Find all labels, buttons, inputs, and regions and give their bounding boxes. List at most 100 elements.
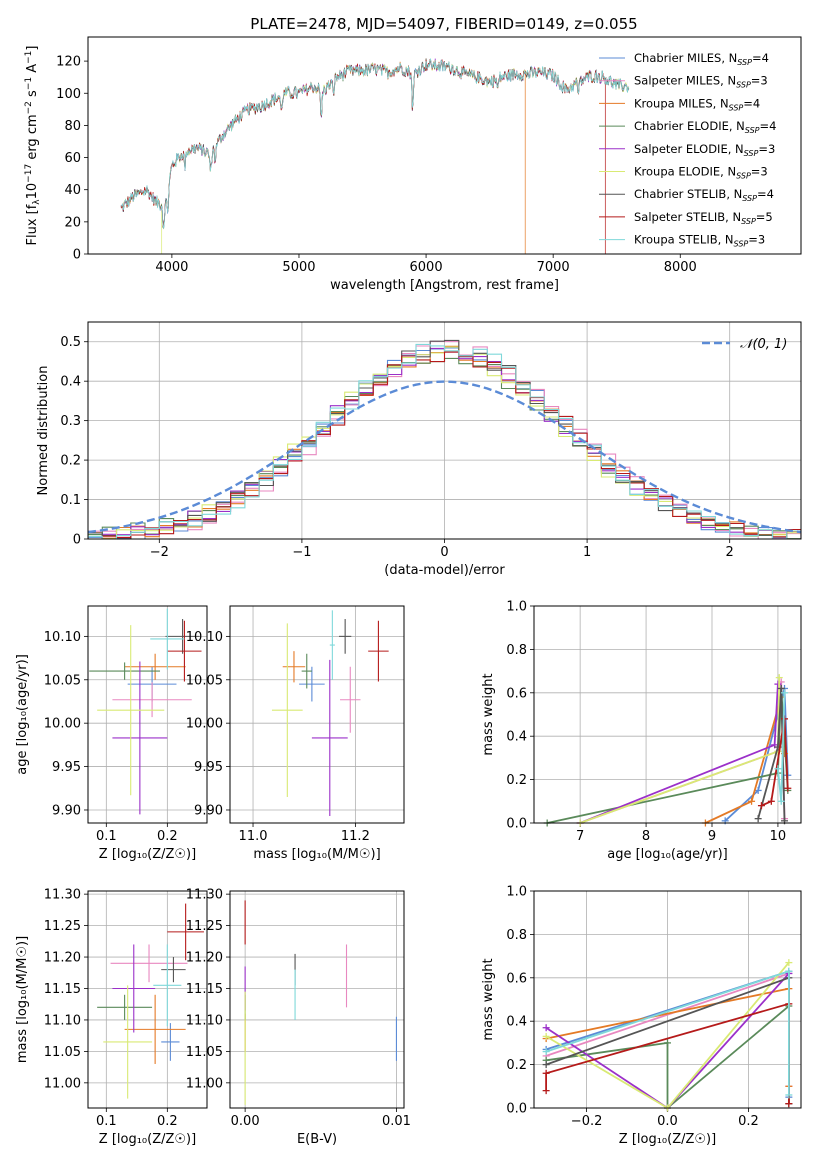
label-part: −1 [24,77,34,90]
spectrum-line [120,57,630,229]
legend-nssp: =3 [758,142,775,156]
y-tick-label: 1.0 [506,885,527,900]
label-part: −17 [24,164,34,183]
legend-entry: 𝒩(0, 1) [740,337,787,352]
error-bar-point [112,682,192,718]
x-tick-label: 0.2 [157,1114,178,1129]
age-vs-mass-x-label: mass [log₁₀(M/M☉)] [253,847,380,862]
legend-subscript: SSP [736,172,751,181]
legend-nssp: =3 [748,233,765,247]
legend-subscript: SSP [744,149,759,158]
error-bar-point [97,994,153,1020]
error-bar-point [161,1023,180,1061]
legend-entry: Chabrier ELODIE, NSSP=4 [634,119,776,135]
error-bar-point [271,623,303,797]
residuals-legend: 𝒩(0, 1) [702,337,787,352]
x-tick-label: 0 [440,545,448,560]
label-part: −1 [24,51,34,64]
legend-entry: Kroupa ELODIE, NSSP=3 [634,165,768,181]
error-bar-point [329,610,335,680]
legend-model-name: Kroupa ELODIE, N [634,165,736,179]
legend-entry: Chabrier STELIB, NSSP=4 [634,187,774,203]
mass-vs-Z-x-label: Z [log₁₀(Z/Z☉)] [99,1132,196,1147]
label-part: Flux [f [25,204,40,245]
y-tick-label: 11.25 [186,919,223,934]
mass-weight-vs-age-panel: 7 8 9 10 0.0 0.2 0.4 0.6 0.8 1.0 age [log₁₀(age/yr… [481,600,802,862]
y-tick-label: 11.15 [186,982,223,997]
y-tick-label: 11.10 [186,1013,223,1028]
age-vs-Z-y-label: age [log₁₀(age/yr)] [15,654,30,775]
y-tick-label: 10.10 [186,630,223,645]
y-tick-label: 0.6 [506,686,527,701]
legend-entry: Salpeter STELIB, NSSP=5 [634,210,773,226]
legend-model-name: Kroupa STELIB, N [634,233,734,247]
mass-weight-vs-age-x-label: age [log₁₀(age/yr)] [607,847,728,862]
y-tick-label: 10.00 [44,717,81,732]
error-bar-point [339,619,352,654]
legend-nssp: =4 [760,119,777,133]
legend-model-name: Kroupa MILES, N [634,96,729,110]
label-part: λ [32,199,42,205]
x-tick-label: 0.00 [231,1114,260,1129]
legend-nssp: =4 [743,96,760,110]
error-bar-point [110,944,188,983]
spectrum-line [121,59,615,227]
axes-frame [533,605,802,824]
x-tick-label: 1 [583,545,591,560]
figure-title: PLATE=2478, MJD=54097, FIBERID=0149, z=0… [250,15,637,33]
y-tick-label: 100 [56,87,81,102]
mass-vs-ebv-panel: 0.00 0.01 11.00 11.05 11.10 11.15 11.20 11.25 11… [186,888,411,1147]
legend-entry: Kroupa MILES, NSSP=4 [634,96,760,112]
mass-vs-ebv-x-label: E(B-V) [297,1132,337,1147]
axes-frame [229,605,405,824]
spectrum-line [120,58,630,228]
x-tick-label: −1 [292,545,311,560]
mass-weight-line [761,718,789,807]
histogram-step [88,343,801,539]
x-tick-label: 7000 [537,260,570,275]
error-bar-point [153,944,182,1027]
y-tick-label: 40 [64,183,81,198]
legend-nssp: =4 [752,51,769,65]
axes-frame [533,890,802,1109]
legend-subscript: SSP [741,217,756,226]
spectrum-y-label: Flux [fλ10−17 erg cm−2 s−1 A−1] [24,46,42,246]
y-tick-label: 0.4 [506,730,527,745]
legend-subscript: SSP [745,126,760,135]
y-tick-label: 10.10 [44,630,81,645]
legend-model-name: Chabrier MILES, N [634,51,737,65]
label-part: erg cm [25,114,40,163]
age-vs-mass-panel: 11.0 11.2 9.90 9.95 10.00 10.05 10.10 mass [log… [186,605,405,862]
y-tick-label: 0.8 [506,928,527,943]
y-tick-label: 0 [73,248,81,263]
error-bar-point [124,653,186,680]
age-vs-Z-x-label: Z [log₁₀(Z/Z☉)] [99,847,196,862]
y-tick-label: 10.05 [186,673,223,688]
x-tick-label: 8000 [664,260,697,275]
y-tick-label: 0.2 [506,773,527,788]
y-tick-label: 11.20 [186,951,223,966]
legend-subscript: SSP [742,194,757,203]
legend-entry: Chabrier MILES, NSSP=4 [634,51,769,67]
y-tick-label: 9.95 [52,760,81,775]
legend-entry: Kroupa STELIB, NSSP=3 [634,233,765,249]
y-tick-label: 11.15 [44,982,81,997]
legend-model-name: Salpeter STELIB, N [634,210,741,224]
y-tick-label: 9.90 [194,803,223,818]
y-tick-label: 1.0 [506,600,527,615]
mass-vs-Z-panel: 0.1 0.2 11.00 11.05 11.10 11.15 11.20 11.25 11.3… [15,888,208,1147]
error-bar-point [150,608,185,670]
y-tick-label: 11.00 [44,1076,81,1091]
error-bar-point [282,651,306,683]
axes-frame [87,321,802,540]
y-tick-label: 11.10 [44,1013,81,1028]
x-tick-label: 0.2 [157,829,178,844]
x-tick-label: 11.2 [341,829,370,844]
x-tick-label: 0.1 [96,1114,117,1129]
x-tick-label: 2 [726,545,734,560]
y-tick-label: 0.0 [506,1102,527,1117]
error-bar-point [89,662,161,680]
legend-subscript: SSP [734,240,749,249]
